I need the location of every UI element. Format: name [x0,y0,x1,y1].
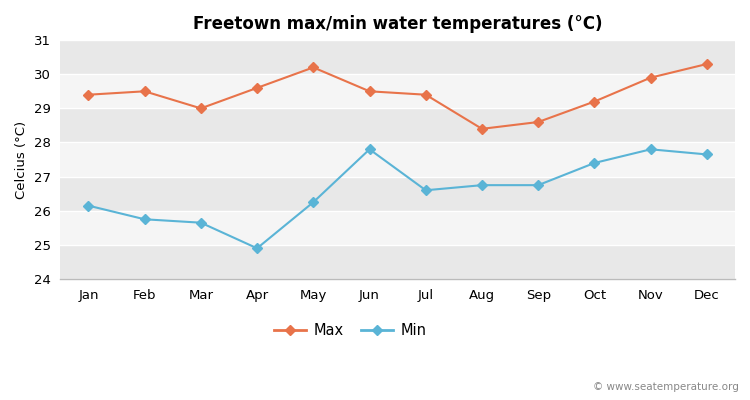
Bar [60,142,735,177]
Text: © www.seatemperature.org: © www.seatemperature.org [592,382,739,392]
Bar [60,211,735,245]
Bar [60,108,735,142]
Bar [60,245,735,279]
Legend: Max, Min: Max, Min [268,317,433,344]
Y-axis label: Celcius (°C): Celcius (°C) [15,120,28,199]
Bar [60,177,735,211]
Bar [60,74,735,108]
Bar [60,40,735,74]
Title: Freetown max/min water temperatures (°C): Freetown max/min water temperatures (°C) [193,15,602,33]
